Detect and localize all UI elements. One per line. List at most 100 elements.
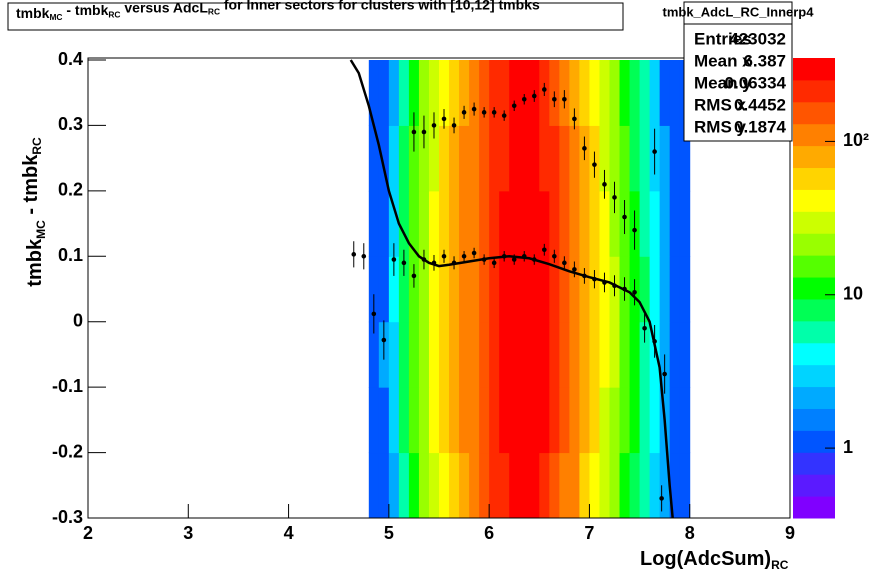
subscript: MC — [34, 220, 48, 239]
heat-cell — [649, 452, 661, 519]
heat-cell — [599, 387, 610, 454]
heat-cell — [549, 125, 560, 192]
heat-cell — [449, 125, 460, 192]
heat-cell — [368, 452, 380, 519]
heat-cell — [509, 452, 520, 519]
heat-cell — [559, 190, 570, 257]
heat-cell — [549, 321, 560, 388]
heat-cell — [428, 256, 440, 323]
profile-point — [381, 337, 387, 343]
heat-cell — [469, 256, 480, 323]
heat-cell — [589, 190, 600, 257]
heat-cell — [449, 60, 460, 126]
palette-swatch — [793, 233, 835, 256]
profile-point — [441, 116, 447, 122]
palette-swatch — [793, 474, 835, 497]
heat-cell — [569, 60, 580, 126]
palette-swatch — [793, 496, 835, 519]
heat-cell — [569, 321, 580, 388]
profile-point — [361, 253, 367, 259]
profile-point — [602, 280, 607, 285]
stats-value: 6.387 — [743, 51, 786, 70]
heat-cell — [378, 387, 390, 454]
y-tick-label: 0.4 — [58, 49, 83, 69]
heatmap — [368, 60, 691, 519]
heat-cell — [459, 190, 470, 257]
fit-curve — [349, 59, 674, 519]
profile-point — [431, 123, 437, 128]
heat-cell — [679, 256, 691, 323]
heat-cell — [449, 321, 460, 388]
heat-cell — [619, 321, 631, 388]
heat-cell — [368, 125, 380, 192]
stats-value: 0.06334 — [725, 73, 787, 92]
x-axis-label: Log(AdcSum)RC — [640, 548, 789, 572]
heat-cell — [519, 387, 530, 454]
heat-cell — [439, 256, 450, 323]
heat-cell — [659, 256, 671, 323]
heat-cell — [439, 190, 450, 257]
subscript: RC — [771, 558, 789, 572]
y-tick-label: 0.3 — [58, 114, 83, 134]
heat-cell — [659, 190, 671, 257]
palette-swatch — [793, 277, 835, 300]
profile-point — [451, 123, 457, 128]
stats-label: Mean y — [694, 73, 752, 92]
profile-point — [501, 113, 507, 118]
profile-point — [542, 87, 547, 92]
profile-point — [562, 96, 567, 102]
palette-swatch — [793, 145, 835, 169]
chart-title: tmbkMC - tmbkRC versus AdcLRC for Inner … — [16, 0, 540, 22]
heat-cell — [469, 321, 480, 388]
heat-cell — [388, 125, 400, 192]
x-tick-label: 4 — [284, 523, 294, 543]
subscript: MC — [49, 12, 62, 22]
heat-cell — [459, 125, 470, 192]
heat-cell — [378, 190, 390, 257]
heat-cell — [659, 125, 671, 192]
heat-cell — [418, 256, 430, 323]
heat-cell — [539, 321, 550, 388]
profile-point — [461, 253, 467, 259]
heat-cell — [599, 60, 610, 126]
heat-cell — [519, 190, 530, 257]
heat-cell — [509, 125, 520, 192]
y-tick-label: 0.1 — [58, 245, 83, 265]
profile-point — [471, 106, 477, 112]
heat-cell — [398, 125, 410, 192]
heat-cell — [479, 256, 490, 323]
heat-cell — [589, 321, 600, 388]
text-part: - tmbk — [62, 2, 108, 18]
profile-point — [622, 214, 627, 220]
heat-cell — [649, 256, 661, 323]
subscript: RC — [30, 137, 44, 155]
heat-cell — [529, 256, 540, 323]
heat-cell — [479, 60, 490, 126]
heat-cell — [459, 60, 470, 126]
heat-cell — [479, 321, 490, 388]
profile-point — [552, 96, 557, 102]
heat-cell — [439, 125, 450, 192]
heat-cell — [469, 60, 480, 126]
heat-cell — [398, 190, 410, 257]
heat-cell — [609, 452, 621, 519]
heat-cell — [398, 60, 410, 126]
profile-point — [521, 96, 527, 102]
profile-point — [652, 339, 657, 344]
stats-value: 0.1874 — [734, 117, 787, 136]
y-tick-label: 0.2 — [58, 180, 83, 200]
palette-swatch — [793, 189, 835, 212]
heat-cell — [388, 60, 400, 126]
heat-cell — [469, 190, 480, 257]
heat-cell — [408, 321, 420, 388]
heat-cell — [418, 60, 430, 126]
heat-cell — [669, 452, 681, 519]
heat-cell — [559, 387, 570, 454]
heat-cell — [639, 321, 651, 388]
heat-cell — [589, 60, 600, 126]
profile-point — [441, 253, 447, 259]
heat-cell — [669, 125, 681, 192]
stats-label: RMS x — [694, 95, 747, 114]
y-tick-label: -0.2 — [52, 441, 83, 461]
profile-point — [501, 253, 507, 259]
